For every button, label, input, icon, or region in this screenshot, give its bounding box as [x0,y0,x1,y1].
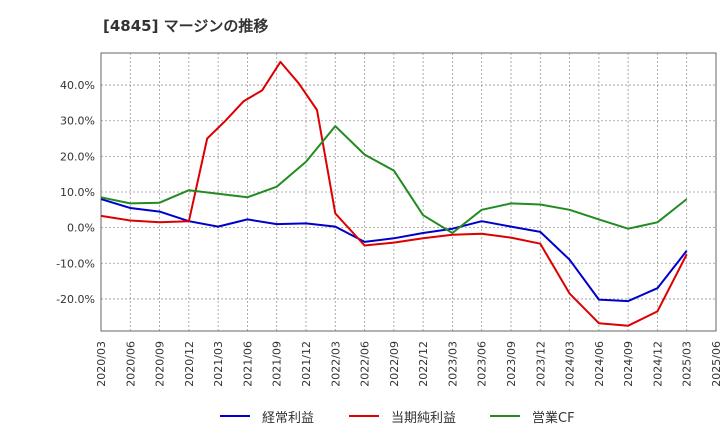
x-tick-label: 2022/12 [417,341,430,387]
y-tick-label: 40.0% [60,79,95,92]
y-tick-label: 20.0% [60,150,95,163]
legend-label: 営業CF [532,410,575,426]
legend-label: 当期純利益 [391,410,457,426]
plot-frame [100,52,717,332]
legend-swatch [349,415,379,417]
x-tick-label: 2022/03 [329,341,342,387]
legend-item: 営業CF [490,404,575,428]
legend-item: 当期純利益 [349,404,456,428]
x-tick-label: 2024/03 [564,341,577,387]
legend-item: 経常利益 [220,404,314,428]
x-tick-label: 2021/09 [271,341,284,387]
x-tick-label: 2025/03 [681,341,694,387]
x-tick-label: 2020/12 [183,341,196,387]
y-tick-label: 30.0% [60,115,95,128]
chart-title: [4845] マージンの推移 [103,17,269,35]
legend-swatch [490,415,520,417]
y-tick-label: -20.0% [56,293,95,306]
y-tick-label: 0.0% [67,222,95,235]
x-tick-label: 2021/03 [212,341,225,387]
x-tick-label: 2023/12 [534,341,547,387]
x-tick-label: 2023/03 [446,341,459,387]
x-tick-label: 2020/09 [154,341,167,387]
x-tick-label: 2020/06 [124,341,137,387]
x-tick-label: 2024/09 [622,341,635,387]
x-tick-label: 2021/12 [300,341,313,387]
series-line-2 [100,60,688,327]
y-tick-label: -10.0% [56,257,95,270]
legend-label: 経常利益 [262,410,315,426]
legend: 経常利益 当期純利益 営業CF [0,404,720,428]
series-line-3 [100,125,688,234]
y-tick-label: 10.0% [60,186,95,199]
legend-swatch [220,415,250,417]
x-tick-label: 2024/06 [593,341,606,387]
x-tick-label: 2020/03 [95,341,108,387]
x-tick-label: 2022/06 [359,341,372,387]
x-tick-label: 2021/06 [241,341,254,387]
x-tick-label: 2023/09 [505,341,518,387]
x-tick-label: 2025/06 [710,341,720,387]
x-tick-label: 2022/09 [388,341,401,387]
x-tick-label: 2024/12 [651,341,664,387]
series-line-1 [100,198,688,303]
x-tick-label: 2023/06 [476,341,489,387]
